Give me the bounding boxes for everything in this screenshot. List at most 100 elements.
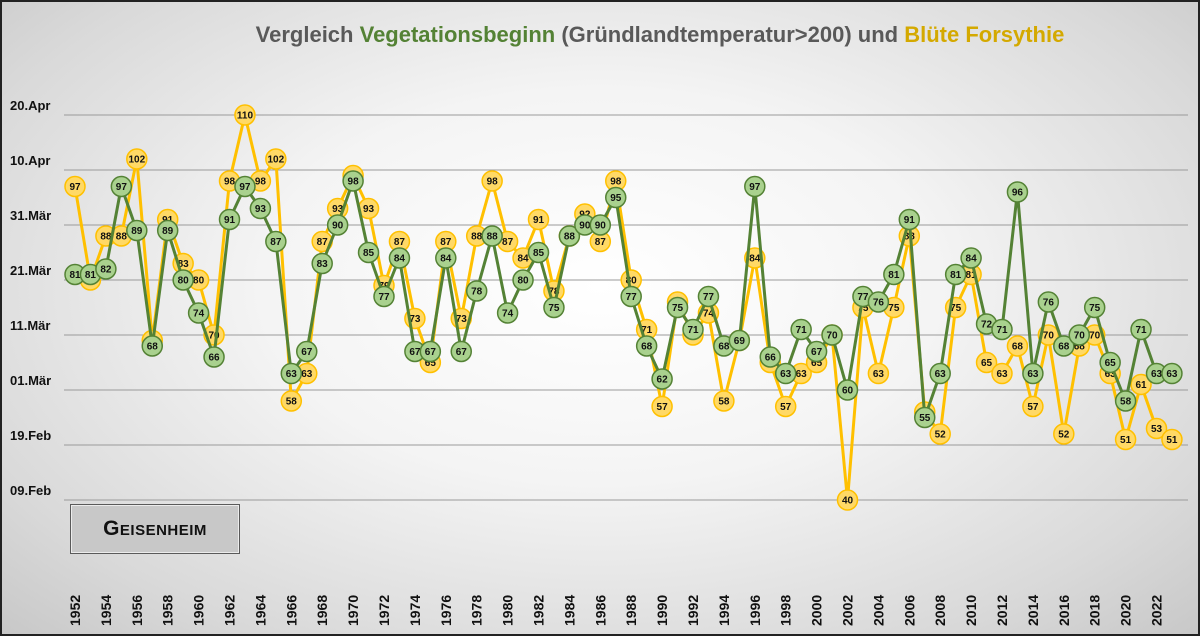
vegetation-point [296,340,318,363]
vegetation-point [744,175,766,198]
vegetation-point [465,280,488,302]
x-tick-label: 2000 [809,595,825,626]
vegetation-data-label: 93 [255,204,267,215]
vegetation-data-label: 65 [1105,358,1117,369]
vegetation-data-label: 71 [687,325,699,336]
forsythia-point [774,395,797,418]
vegetation-data-label: 80 [178,276,190,287]
forsythia-data-label: 88 [471,232,483,243]
vegetation-data-label: 95 [610,193,622,204]
forsythia-point [1006,335,1029,357]
forsythia-data-label: 61 [1135,380,1147,391]
vegetation-point [156,219,179,242]
forsythia-point [867,362,890,385]
forsythia-data-label: 52 [935,430,947,441]
vegetation-data-label: 71 [996,325,1008,336]
forsythia-data-label: 87 [595,237,607,248]
vegetation-point [682,318,704,341]
vegetation-data-label: 63 [935,369,947,380]
forsythia-data-label: 74 [703,309,715,320]
forsythia-point [1022,395,1044,418]
x-tick-label: 1952 [67,595,83,626]
forsythia-point [234,104,256,126]
x-tick-label: 2006 [901,595,917,626]
forsythia-point [64,175,86,198]
forsythia-data-label: 75 [950,303,962,314]
forsythia-data-label: 91 [533,215,545,226]
forsythia-data-label: 63 [1105,369,1117,380]
forsythia-data-label: 70 [1043,331,1055,342]
vegetation-point [435,247,457,269]
vegetation-data-label: 77 [703,292,715,303]
forsythia-data-label: 65 [425,358,437,369]
forsythia-data-label: 57 [780,402,792,413]
vegetation-point [759,346,781,368]
x-tick-label: 2012 [994,595,1010,626]
forsythia-data-label: 87 [502,237,514,248]
title-forsythia: Blüte Forsythie [904,22,1065,47]
forsythia-point [836,489,859,511]
forsythia-data-label: 58 [718,397,730,408]
forsythia-data-label: 88 [100,232,112,243]
vegetation-data-label: 90 [579,221,591,232]
forsythia-data-label: 84 [517,254,529,265]
x-tick-label: 2020 [1118,595,1134,626]
forsythia-point [713,390,735,412]
vegetation-point [527,241,550,264]
vegetation-point [373,285,395,308]
vegetation-point [342,170,364,192]
vegetation-data-label: 74 [193,309,205,320]
title-part-3: (Gründlandtemperatur>200) und [555,22,905,47]
vegetation-data-label: 75 [1089,303,1101,314]
x-tick-label: 1998 [778,595,794,626]
vegetation-data-label: 74 [502,309,514,320]
vegetation-point [1022,362,1044,385]
vegetation-point [1053,335,1075,357]
vegetation-point [929,362,951,385]
vegetation-data-label: 81 [85,270,97,281]
x-tick-label: 1966 [283,595,299,626]
forsythia-data-label: 73 [456,314,468,325]
x-tick-label: 1974 [407,595,423,626]
vegetation-point [1161,362,1183,385]
vegetation-data-label: 58 [1120,397,1132,408]
vegetation-point [234,175,256,198]
x-tick-label: 1972 [376,595,392,626]
vegetation-data-label: 70 [826,331,838,342]
vegetation-point [110,175,133,198]
vegetation-point [357,241,380,264]
vegetation-point [558,225,581,247]
x-tick-label: 2022 [1149,595,1165,626]
title-vegetation: Vegetationsbeginn [359,22,556,47]
vegetation-point [1083,296,1106,319]
y-tick-label: 20.Apr [10,98,50,113]
x-tick-label: 1958 [160,595,176,626]
forsythia-data-label: 102 [128,155,145,166]
vegetation-point [728,329,751,352]
data-series: 9780888810269918380709811098102586387939… [64,104,1183,511]
vegetation-point [620,285,642,308]
vegetation-point [141,335,163,357]
vegetation-point [265,230,287,253]
vegetation-data-label: 68 [1058,342,1070,353]
vegetation-point [914,406,936,429]
vegetation-data-label: 88 [487,232,499,243]
vegetation-data-label: 97 [239,182,251,193]
forsythia-line [73,113,1173,502]
vegetation-data-label: 91 [224,215,236,226]
forsythia-data-label: 88 [116,232,128,243]
vegetation-point [1068,324,1090,346]
vegetation-point [1130,318,1152,341]
vegetation-data-label: 96 [1012,188,1024,199]
vegetation-data-label: 67 [811,347,823,358]
y-tick-label: 31.Mär [10,208,51,223]
x-tick-label: 1986 [592,595,608,626]
vegetation-data-label: 63 [1027,369,1039,380]
vegetation-point [991,318,1013,341]
forsythia-data-label: 87 [394,237,406,248]
x-tick-label: 2002 [840,595,856,626]
vegetation-data-label: 81 [950,270,962,281]
forsythia-data-label: 70 [208,331,220,342]
x-tick-label: 2016 [1056,595,1072,626]
x-tick-label: 1990 [654,595,670,626]
